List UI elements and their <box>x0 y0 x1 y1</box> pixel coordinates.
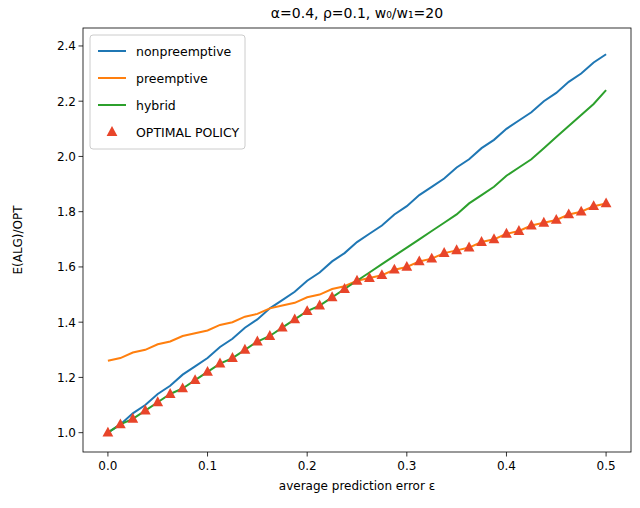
y-tick-label: 1.0 <box>57 426 76 440</box>
plot-frame <box>83 28 631 452</box>
marker <box>177 382 188 392</box>
legend: nonpreemptive preemptive hybrid OPTIMAL POL… <box>90 35 245 149</box>
x-tick-label: 0.4 <box>497 459 516 473</box>
x-tick <box>606 452 607 457</box>
y-tick <box>79 266 84 267</box>
legend-line <box>98 50 126 52</box>
y-axis-label: E(ALG)/OPT <box>11 205 25 275</box>
marker <box>327 291 338 301</box>
legend-label: hybrid <box>136 98 176 113</box>
chart: α=0.4, ρ=0.1, w₀/w₁=20 0.0 0.1 0.2 0.3 0.4 0.5… <box>0 0 640 508</box>
legend-label: preemptive <box>136 71 208 86</box>
marker <box>352 275 363 285</box>
y-tick <box>79 322 84 323</box>
series-line <box>108 203 606 360</box>
y-tick <box>79 211 84 212</box>
marker <box>514 225 525 235</box>
x-tick <box>307 452 308 457</box>
x-tick-label: 0.3 <box>397 459 416 473</box>
marker <box>252 336 263 346</box>
title: α=0.4, ρ=0.1, w₀/w₁=20 <box>271 5 443 21</box>
marker <box>389 264 400 274</box>
y-tick <box>79 101 84 102</box>
legend-label: OPTIMAL POLICY <box>136 125 240 140</box>
marker <box>115 418 126 428</box>
marker <box>451 244 462 254</box>
marker <box>140 405 151 415</box>
marker <box>551 214 562 224</box>
marker <box>339 283 350 293</box>
x-tick-label: 0.1 <box>198 459 217 473</box>
marker <box>364 272 375 282</box>
y-tick <box>79 156 84 157</box>
y-tick-label: 1.4 <box>57 316 76 330</box>
marker <box>426 253 437 263</box>
marker <box>240 344 251 354</box>
marker <box>489 233 500 243</box>
marker <box>401 261 412 271</box>
marker <box>563 208 574 218</box>
background <box>0 0 640 508</box>
marker <box>227 352 238 362</box>
x-tick-label: 0.0 <box>98 459 117 473</box>
legend-line <box>98 104 126 106</box>
marker <box>576 206 587 216</box>
marker <box>264 330 275 340</box>
x-tick <box>506 452 507 457</box>
marker <box>202 366 213 376</box>
marker <box>588 200 599 210</box>
legend-label: nonpreemptive <box>136 44 232 59</box>
marker <box>277 322 288 332</box>
x-tick <box>207 452 208 457</box>
legend-box <box>90 35 245 149</box>
marker <box>190 374 201 384</box>
marker <box>526 219 537 229</box>
marker <box>377 269 388 279</box>
y-tick <box>79 377 84 378</box>
legend-line <box>98 77 126 79</box>
marker <box>127 413 138 423</box>
x-tick <box>107 452 108 457</box>
marker <box>289 313 300 323</box>
marker <box>501 228 512 238</box>
marker <box>314 300 325 310</box>
y-tick-label: 2.4 <box>57 39 76 53</box>
y-tick-label: 1.8 <box>57 205 76 219</box>
y-tick <box>79 432 84 433</box>
marker <box>538 217 549 227</box>
y-tick <box>79 45 84 46</box>
marker <box>414 255 425 265</box>
marker <box>103 427 114 437</box>
marker <box>601 197 612 207</box>
y-tick-label: 2.0 <box>57 150 76 164</box>
marker <box>165 388 176 398</box>
x-tick-label: 0.2 <box>298 459 317 473</box>
x-tick-label: 0.5 <box>597 459 616 473</box>
marker <box>476 236 487 246</box>
marker <box>215 358 226 368</box>
x-tick <box>406 452 407 457</box>
marker <box>464 242 475 252</box>
marker <box>439 247 450 257</box>
marker <box>152 396 163 406</box>
x-axis-label: average prediction error ε <box>279 479 435 493</box>
y-tick-label: 1.6 <box>57 260 76 274</box>
legend-marker <box>107 126 118 136</box>
marker <box>302 305 313 315</box>
y-tick-label: 2.2 <box>57 95 76 109</box>
y-tick-label: 1.2 <box>57 371 76 385</box>
